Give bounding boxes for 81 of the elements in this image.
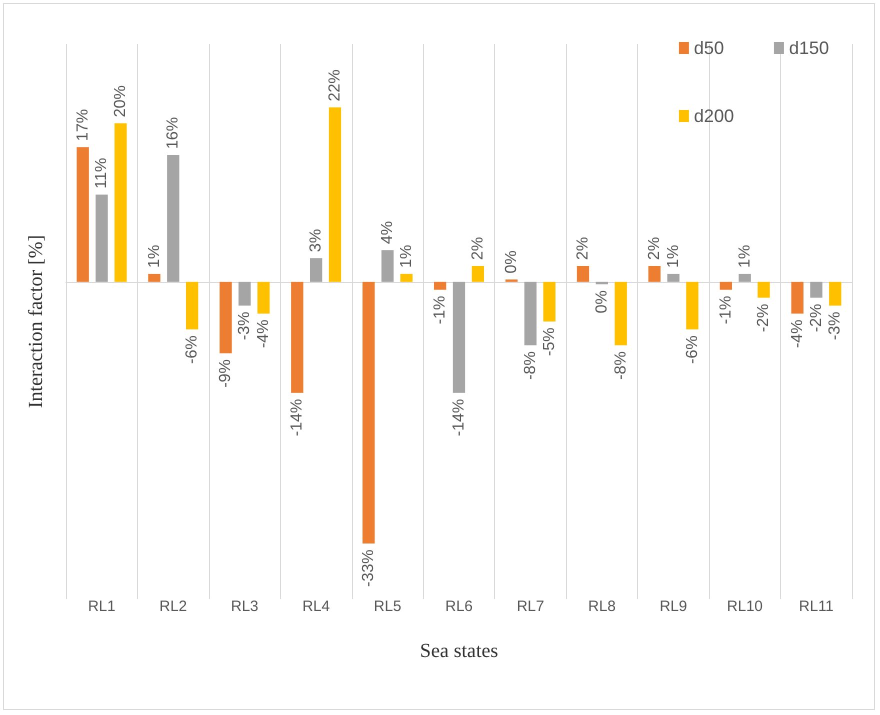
bar xyxy=(328,107,342,282)
bar xyxy=(738,274,751,282)
bar xyxy=(648,266,661,282)
bar xyxy=(76,147,89,282)
bar xyxy=(434,282,446,290)
x-tick-label: RL10 xyxy=(726,598,763,615)
x-tick-label: RL1 xyxy=(88,598,116,615)
data-label: -5% xyxy=(540,328,558,356)
data-label: 2% xyxy=(469,236,486,260)
bar xyxy=(758,282,770,298)
bar xyxy=(114,123,127,282)
data-label: 0% xyxy=(503,250,520,274)
bar xyxy=(362,282,375,544)
x-tick-label: RL3 xyxy=(230,598,258,615)
bar xyxy=(810,282,822,298)
data-label: 1% xyxy=(146,244,163,268)
bar xyxy=(291,282,304,393)
bar xyxy=(220,282,232,354)
x-tick-label: RL8 xyxy=(588,598,616,615)
data-label: 11% xyxy=(93,158,110,189)
bar xyxy=(829,282,842,306)
data-label: -1% xyxy=(432,296,449,324)
x-tick-label: RL11 xyxy=(798,598,834,615)
data-label: -33% xyxy=(360,550,378,587)
data-label: -8% xyxy=(522,351,539,380)
bar xyxy=(614,282,627,346)
bar xyxy=(257,282,270,314)
bar xyxy=(400,274,413,282)
bar xyxy=(167,155,180,282)
data-label: -8% xyxy=(612,351,630,380)
data-label: -3% xyxy=(236,312,254,340)
legend-label: d50 xyxy=(694,38,724,58)
bar xyxy=(720,282,732,290)
x-axis-title: Sea states xyxy=(420,640,498,662)
bar xyxy=(96,194,108,282)
x-tick-label: RL7 xyxy=(516,598,544,615)
data-label: 1% xyxy=(664,244,682,268)
data-label: -1% xyxy=(717,296,734,324)
data-label: 22% xyxy=(326,69,344,102)
bar xyxy=(576,266,590,282)
x-tick-label: RL9 xyxy=(660,598,688,615)
bar xyxy=(524,282,537,346)
bar xyxy=(310,258,322,282)
data-label: 1% xyxy=(736,244,754,268)
bar xyxy=(148,274,160,282)
bar xyxy=(452,282,466,393)
data-label: 2% xyxy=(574,236,592,260)
data-label: -2% xyxy=(808,304,825,332)
data-label: 1% xyxy=(398,244,415,268)
bar xyxy=(686,282,698,330)
data-label: -6% xyxy=(184,335,201,364)
data-label: 4% xyxy=(379,221,396,244)
data-label: -14% xyxy=(288,398,306,436)
data-label: -14% xyxy=(450,398,468,436)
bar xyxy=(186,282,198,330)
data-label: -2% xyxy=(755,304,772,332)
bar xyxy=(505,279,518,282)
data-label: -9% xyxy=(217,359,234,388)
data-label: 16% xyxy=(164,116,182,149)
bar xyxy=(381,250,394,282)
data-label: 3% xyxy=(308,228,325,252)
legend-label: d200 xyxy=(694,106,734,126)
data-label: 20% xyxy=(112,85,130,118)
data-label: 0% xyxy=(593,290,610,314)
bar xyxy=(543,282,556,322)
legend-label: d150 xyxy=(788,38,830,58)
bar xyxy=(791,282,804,314)
data-label: -4% xyxy=(788,320,806,348)
data-label: -4% xyxy=(255,320,272,348)
data-label: -6% xyxy=(684,335,701,364)
x-tick-label: RL5 xyxy=(374,598,402,615)
bar xyxy=(238,282,251,306)
data-label: -3% xyxy=(826,312,844,340)
y-axis-title: Interaction factor [%] xyxy=(25,234,47,408)
data-label: 2% xyxy=(646,236,663,260)
x-tick-label: RL6 xyxy=(445,598,473,615)
x-tick-label: RL4 xyxy=(302,598,330,615)
data-label: 17% xyxy=(74,109,92,142)
bar xyxy=(667,274,680,282)
x-tick-label: RL2 xyxy=(159,598,187,615)
bar xyxy=(472,266,484,282)
